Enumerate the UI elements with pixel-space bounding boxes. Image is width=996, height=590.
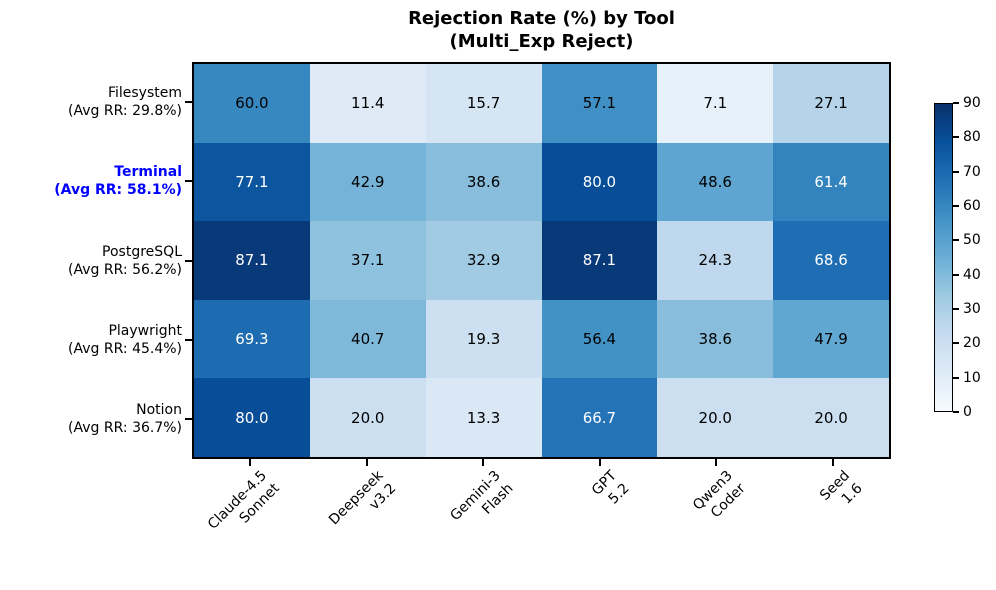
heatmap-cell: 20.0 (773, 378, 889, 457)
row-label-filesystem: Filesystem (Avg RR: 29.8%) (68, 84, 182, 120)
row-label-tool: Filesystem (107, 84, 182, 101)
colorbar-tick-label: 80 (963, 129, 981, 146)
row-label-avg: (Avg RR: 58.1%) (54, 182, 182, 199)
heatmap-cell: 19.3 (425, 299, 542, 379)
heatmap-cell: 37.1 (309, 221, 426, 300)
colorbar-tick-label: 90 (963, 95, 981, 111)
heatmap-cell: 57.1 (541, 64, 658, 143)
row-label-avg: (Avg RR: 56.2%) (68, 261, 182, 278)
heatmap-cell: 87.1 (194, 221, 310, 300)
x-tick (715, 459, 718, 466)
colorbar-tick-label: 30 (963, 301, 981, 317)
heatmap-cell: 80.0 (194, 378, 310, 457)
y-tick (185, 338, 192, 341)
col-label-deepseek: Deepseek v3.2 (326, 467, 401, 542)
heatmap-cell: 15.7 (425, 64, 542, 143)
colorbar-tick-label: 40 (963, 266, 981, 283)
col-label-claude-4.5: Claude-4.5 Sonnet (205, 467, 284, 546)
heatmap-cell: 38.6 (425, 142, 542, 222)
heatmap-cell: 20.0 (309, 378, 426, 457)
heatmap-cell: 11.4 (309, 64, 426, 143)
row-label-notion: Notion (Avg RR: 36.7%) (68, 401, 182, 437)
col-label-seed: Seed 1.6 (816, 467, 866, 517)
heatmap-cell: 77.1 (194, 142, 310, 222)
heatmap-cell: 87.1 (541, 221, 658, 300)
chart-title-line1: Rejection Rate (%) by Tool (408, 8, 675, 29)
heatmap-cell: 48.6 (657, 142, 774, 222)
colorbar-tick-label: 70 (963, 163, 981, 180)
row-label-tool: Playwright (108, 322, 182, 339)
heatmap-cell: 24.3 (657, 221, 774, 300)
colorbar-tick (953, 170, 959, 173)
row-label-terminal: Terminal (Avg RR: 58.1%) (54, 163, 182, 199)
y-tick (185, 259, 192, 262)
colorbar-tick-label: 50 (963, 232, 981, 249)
heatmap-cell: 13.3 (425, 378, 542, 457)
col-label-gpt: GPT 5.2 (588, 467, 633, 512)
heatmap-cell: 66.7 (541, 378, 658, 457)
colorbar-tick-label: 60 (963, 198, 981, 214)
y-tick (185, 418, 192, 421)
heatmap-cell: 69.3 (194, 299, 310, 379)
y-tick (185, 100, 192, 103)
colorbar-tick (953, 136, 959, 139)
x-tick (598, 459, 601, 466)
col-label-qwen3: Qwen3 Coder (690, 467, 750, 527)
row-label-avg: (Avg RR: 29.8%) (68, 102, 182, 119)
x-tick (482, 459, 485, 466)
y-tick (185, 180, 192, 183)
colorbar-tick (953, 376, 959, 379)
x-tick (249, 459, 252, 466)
colorbar-tick (953, 308, 959, 310)
colorbar (934, 103, 953, 412)
heatmap-cell: 80.0 (541, 142, 658, 222)
row-label-tool: Notion (136, 402, 182, 419)
heatmap-cell: 68.6 (773, 221, 889, 300)
row-label-tool: Terminal (114, 164, 182, 181)
heatmap-cell: 7.1 (657, 64, 774, 143)
colorbar-tick (953, 239, 959, 242)
colorbar-tick (953, 273, 959, 276)
row-label-avg: (Avg RR: 45.4%) (68, 340, 182, 357)
heatmap-grid: 60.0 11.4 15.7 57.1 7.1 27.1 77.1 42.9 38.6 80.0 4… (192, 62, 891, 459)
heatmap-cell: 61.4 (773, 142, 889, 222)
heatmap-cell: 27.1 (773, 64, 889, 143)
row-label-avg: (Avg RR: 36.7%) (68, 420, 182, 437)
colorbar-tick-label: 10 (963, 369, 981, 386)
colorbar-tick (953, 102, 959, 104)
col-label-gemini-3: Gemini-3 Flash (446, 467, 517, 538)
colorbar-tick (953, 411, 959, 413)
chart-title: Rejection Rate (%) by Tool (Multi_Exp Re… (192, 7, 891, 53)
x-tick (831, 459, 834, 466)
heatmap-cell: 47.9 (773, 299, 889, 379)
heatmap-cell: 38.6 (657, 299, 774, 379)
heatmap-cell: 20.0 (657, 378, 774, 457)
colorbar-tick (953, 205, 959, 207)
row-label-tool: PostgreSQL (102, 243, 182, 260)
row-label-playwright: Playwright (Avg RR: 45.4%) (68, 322, 182, 358)
colorbar-tick-label: 0 (963, 404, 972, 420)
heatmap-cell: 60.0 (194, 64, 310, 143)
colorbar-tick (953, 342, 959, 345)
x-tick (365, 459, 368, 466)
heatmap-cell: 56.4 (541, 299, 658, 379)
heatmap-cell: 40.7 (309, 299, 426, 379)
heatmap-cell: 42.9 (309, 142, 426, 222)
row-label-postgresql: PostgreSQL (Avg RR: 56.2%) (68, 243, 182, 279)
colorbar-tick-label: 20 (963, 335, 981, 352)
chart-title-line2: (Multi_Exp Reject) (449, 31, 634, 52)
heatmap-cell: 32.9 (425, 221, 542, 300)
